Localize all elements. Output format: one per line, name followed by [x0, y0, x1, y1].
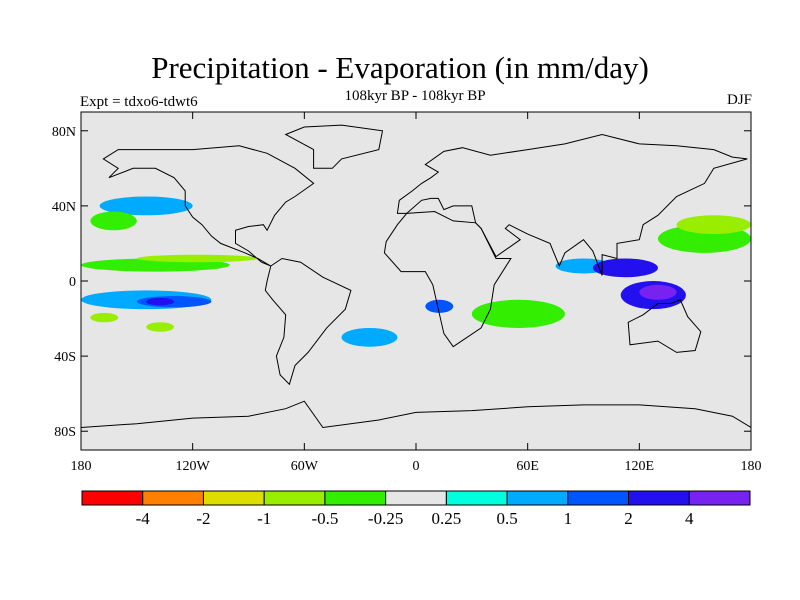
colorbar-swatch-9 — [628, 490, 690, 506]
colorbar-swatch-6 — [445, 490, 508, 506]
colorbar-swatch-10 — [688, 490, 751, 506]
lon-tick-label: 60W — [291, 459, 319, 474]
lat-tick-label: 0 — [69, 275, 76, 290]
coast-north-america — [102, 145, 315, 267]
colorbar: -4 -2 -1 -0.5 -0.25 0.25 0.5 1 2 4 — [81, 490, 751, 528]
field-patch-6 — [146, 322, 175, 332]
field-patch-4 — [146, 297, 175, 306]
colorbar-swatch-8 — [567, 490, 630, 506]
lon-tick-label: 120E — [625, 459, 655, 474]
colorbar-label: 2 — [624, 509, 633, 528]
figure-title: Precipitation - Evaporation (in mm/day) — [151, 50, 649, 85]
coast-australia — [627, 299, 702, 353]
colorbar-label: -1 — [257, 509, 271, 528]
lat-tick-label: 80S — [54, 425, 76, 440]
season-label: DJF — [726, 92, 752, 108]
field-patch-13 — [592, 258, 658, 278]
field-patch-11 — [471, 299, 565, 328]
field-patch-8 — [90, 211, 137, 231]
field-patch-15 — [639, 284, 677, 300]
colorbar-label: -4 — [136, 509, 151, 528]
lon-tick-label: 60E — [516, 459, 539, 474]
colorbar-swatch-7 — [506, 490, 569, 506]
map-axes: 80N 40N 0 40S 80S 180 120W 60W 0 60E 120E 180 — [52, 112, 762, 474]
lat-tick-label: 80N — [52, 125, 76, 140]
colorbar-swatch-0 — [81, 490, 144, 506]
colorbar-swatch-4 — [324, 490, 387, 506]
field-patch-17 — [676, 215, 751, 235]
colorbar-label: 0.5 — [496, 509, 517, 528]
field-patch-9 — [341, 327, 398, 347]
coast-antarctica — [81, 400, 751, 429]
lon-tick-label: 180 — [741, 459, 762, 474]
field-patch-10 — [425, 299, 454, 313]
coast-eurasia — [396, 133, 748, 276]
lat-tick-label: 40S — [54, 350, 76, 365]
field-patch-7 — [99, 196, 193, 216]
precip-field — [81, 196, 751, 347]
colorbar-label: -0.5 — [311, 509, 338, 528]
coast-africa — [383, 210, 512, 348]
lon-tick-label: 120W — [176, 459, 211, 474]
colorbar-label: 0.25 — [431, 509, 461, 528]
lon-tick-label: 0 — [413, 459, 420, 474]
colorbar-swatch-3 — [263, 490, 326, 506]
coastlines — [81, 124, 751, 429]
experiment-label: Expt = tdxo6-tdwt6 — [80, 94, 198, 110]
colorbar-swatch-1 — [142, 490, 204, 506]
coast-south-america — [264, 257, 352, 386]
map-background — [81, 112, 751, 450]
colorbar-swatch-2 — [202, 490, 265, 506]
lon-tick-label: 180 — [71, 459, 92, 474]
colorbar-label: -2 — [196, 509, 210, 528]
colorbar-swatch-5 — [385, 490, 447, 506]
figure-subtitle: 108kyr BP - 108kyr BP — [344, 88, 486, 104]
coast-greenland — [284, 124, 384, 169]
colorbar-label: -0.25 — [368, 509, 403, 528]
field-patch-5 — [90, 312, 119, 323]
colorbar-label: 4 — [685, 509, 694, 528]
colorbar-label: 1 — [564, 509, 573, 528]
lat-tick-label: 40N — [52, 200, 76, 215]
field-patch-1 — [136, 254, 258, 263]
